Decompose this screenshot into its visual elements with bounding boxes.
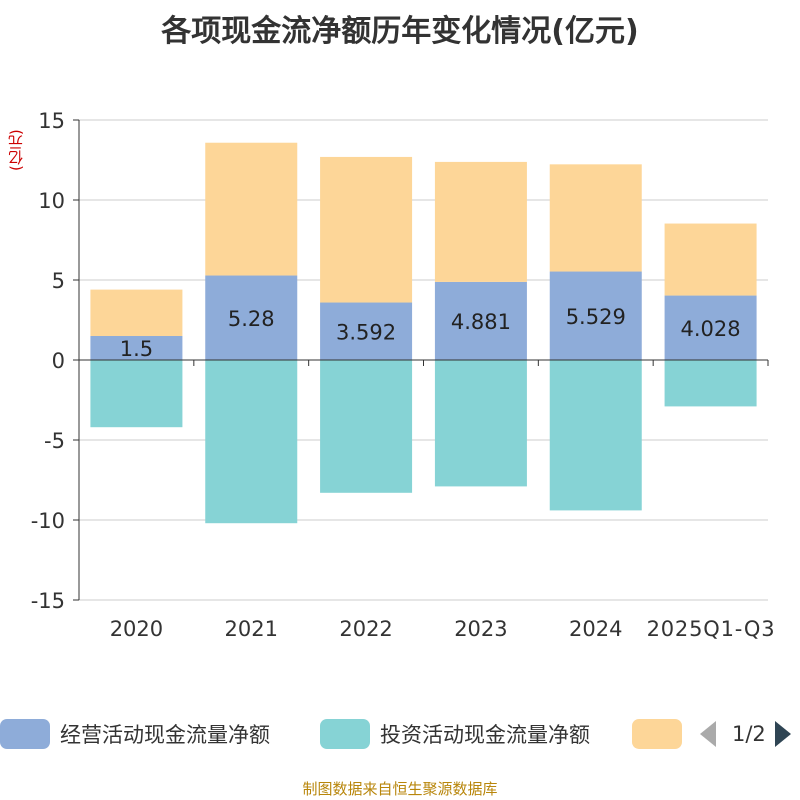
y-tick-label: -5 <box>44 429 65 453</box>
bar-financing <box>205 142 298 276</box>
legend-swatch-operating <box>0 719 50 749</box>
y-tick-label: 5 <box>52 269 65 293</box>
x-tick-label: 2024 <box>569 617 622 641</box>
bar-operating <box>549 271 642 360</box>
legend-swatch-investing <box>320 719 370 749</box>
y-tick-label: -10 <box>31 509 65 533</box>
x-tick-label: 2022 <box>339 617 392 641</box>
legend-item-operating[interactable]: 经营活动现金流量净额 <box>0 716 270 752</box>
legend-pager: 1/2 <box>700 716 791 752</box>
bar-financing <box>90 289 183 336</box>
bar-financing <box>549 164 642 272</box>
bar-value-label: 4.028 <box>681 317 741 341</box>
y-tick-label: 10 <box>38 189 65 213</box>
bar-financing <box>320 156 413 303</box>
bar-value-label: 5.529 <box>566 305 626 329</box>
bar-financing <box>664 223 757 296</box>
bar-value-label: 1.5 <box>120 337 153 361</box>
page-indicator: 1/2 <box>732 722 766 746</box>
bar-operating <box>434 281 527 360</box>
legend: 经营活动现金流量净额 投资活动现金流量净额 <box>0 716 800 752</box>
legend-item-financing[interactable] <box>632 716 682 752</box>
bar-investing <box>205 360 298 524</box>
bar-investing <box>90 360 183 428</box>
chart-title: 各项现金流净额历年变化情况(亿元) <box>161 14 639 49</box>
y-tick-label: -15 <box>31 589 65 613</box>
bar-operating <box>90 336 183 360</box>
legend-label-investing: 投资活动现金流量净额 <box>380 723 590 747</box>
data-source-note: 制图数据来自恒生聚源数据库 <box>302 780 498 798</box>
bar-investing <box>664 360 757 407</box>
bar-operating <box>664 295 757 360</box>
bar-value-label: 3.592 <box>336 320 396 344</box>
bar-investing <box>320 360 413 493</box>
legend-swatch-financing <box>632 719 682 749</box>
bar-investing <box>549 360 642 511</box>
x-tick-label: 2021 <box>225 617 278 641</box>
x-tick-label: 2025Q1-Q3 <box>647 617 775 641</box>
y-tick-label: 0 <box>52 349 65 373</box>
bar-value-label: 5.28 <box>228 307 275 331</box>
bar-operating <box>320 302 413 360</box>
y-tick-label: 15 <box>38 109 65 133</box>
x-tick-label: 2023 <box>454 617 507 641</box>
bar-financing <box>434 161 527 282</box>
legend-label-operating: 经营活动现金流量净额 <box>60 723 270 747</box>
bar-value-label: 4.881 <box>451 310 511 334</box>
prev-page-icon[interactable] <box>700 721 716 747</box>
x-tick-label: 2020 <box>110 617 163 641</box>
bar-operating <box>205 275 298 360</box>
legend-item-investing[interactable]: 投资活动现金流量净额 <box>320 716 590 752</box>
next-page-icon[interactable] <box>774 721 791 747</box>
bar-investing <box>434 360 527 487</box>
stacked-bar-chart: 15 10 5 0 -5 -10 -15 1.5 5.28 3.592 4.881 5.529 4.02… <box>31 109 775 641</box>
